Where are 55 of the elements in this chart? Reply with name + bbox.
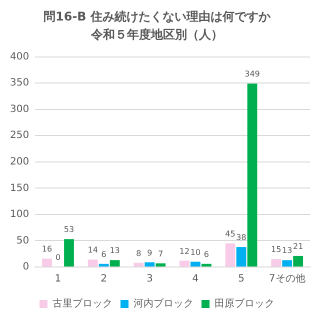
data-label: 12 [179,246,190,256]
x-tick-label: 5 [238,274,244,285]
bar [202,264,212,266]
y-tick-label: 350 [10,78,30,89]
x-tick-label: 1 [54,274,62,285]
x-tick-label: 3 [146,274,153,285]
data-label: 6 [101,250,106,259]
data-label: 0 [55,253,61,262]
x-tick-label: 2 [100,274,108,285]
y-tick-label: 100 [10,209,30,220]
data-label: 21 [292,242,304,252]
bar [134,262,144,266]
bar [88,260,98,266]
y-tick-label: 150 [10,182,30,194]
y-tick-label: 400 [10,51,30,62]
legend-label: 古里ブロック [52,298,112,310]
bar [98,264,109,266]
bar [144,262,155,266]
data-label: 349 [244,70,260,79]
bar [225,243,236,266]
data-label: 9 [147,248,152,258]
legend-label: 河内ブロック [134,298,194,310]
data-label: 6 [204,250,209,259]
y-tick-label: 250 [10,130,30,142]
bar [282,260,292,266]
data-label: 8 [136,248,142,258]
data-label: 38 [236,233,246,242]
x-tick-label: 4 [192,274,199,285]
data-label: 45 [225,229,236,238]
bar [271,259,282,266]
y-tick-label: 0 [22,262,30,273]
legend-label: 田原ブロック [214,298,274,310]
y-tick-label: 50 [16,235,30,246]
bar [190,262,200,266]
data-label: 13 [110,246,120,256]
chart-title: 問16-B 住み続けたくない理由は何ですか [43,9,272,24]
data-label: 14 [88,246,98,255]
data-label: 7 [158,249,164,258]
bar [180,260,190,266]
bar [64,239,74,266]
chart-subtitle: 令和５年度地区別（人） [90,28,223,42]
data-label: 53 [64,225,74,234]
bar [247,84,258,266]
data-label: 10 [190,248,201,257]
y-tick-label: 200 [10,156,30,168]
bar [110,260,120,266]
bar [42,258,52,266]
bar [293,256,304,266]
data-label: 13 [282,246,292,256]
data-label: 15 [271,245,282,254]
data-label: 16 [42,244,52,254]
y-tick-label: 300 [10,104,30,115]
x-tick-label: 7その他 [268,272,306,285]
bar [236,247,246,266]
bar [156,263,166,266]
